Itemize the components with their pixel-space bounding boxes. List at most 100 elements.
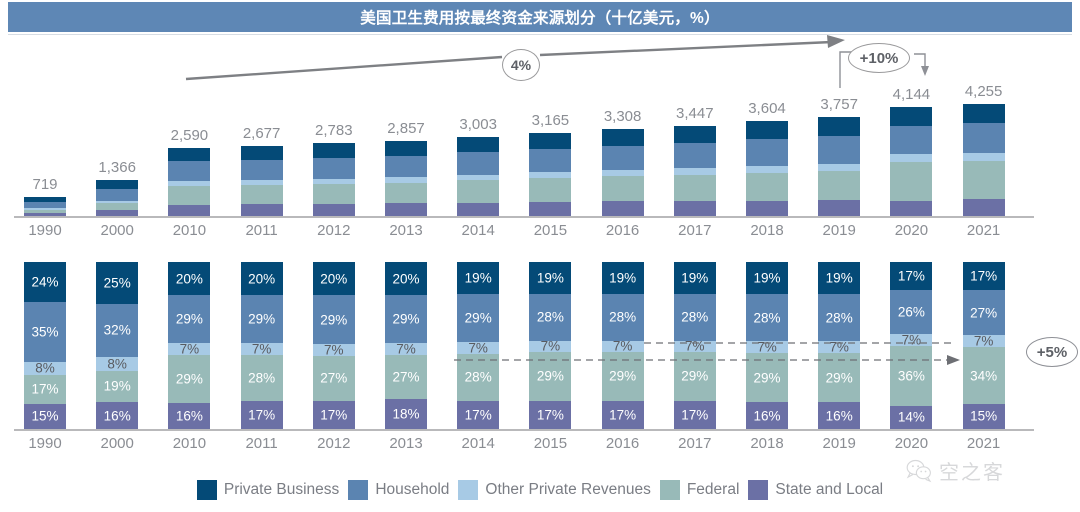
legend-item-private-business[interactable]: Private Business	[196, 480, 339, 500]
bar-segment-federal	[24, 209, 66, 214]
bar-segment-state-and-local: 16%	[746, 402, 788, 429]
segment-value-label: 7%	[973, 333, 994, 349]
stacked-bar-absolute: 2,677	[240, 125, 283, 216]
bar-segment-household	[818, 136, 861, 164]
bar-segment-state-and-local	[673, 200, 716, 217]
page-title: 美国卫生费用按最终资金来源划分（十亿美元，%）	[360, 10, 720, 27]
segment-value-label: 19%	[681, 270, 709, 286]
year-tick-label: 2014	[461, 435, 495, 452]
segment-value-label: 28%	[609, 309, 637, 325]
year-tick-label: 2017	[678, 435, 712, 452]
bar-segment-federal: 29%	[746, 353, 788, 403]
bar-segment-other-private-revenues	[529, 172, 572, 178]
stacked-bar-absolute: 2,857	[385, 120, 427, 216]
bar-total-label: 2,677	[242, 125, 281, 142]
bar-segment-private-business: 20%	[312, 262, 355, 296]
bar-segment-state-and-local: 14%	[890, 405, 933, 429]
segment-value-label: 29%	[175, 370, 203, 386]
stacked-bar-absolute: 3,447	[673, 105, 716, 217]
segment-value-label: 17%	[320, 407, 348, 423]
segment-value-label: 28%	[464, 369, 492, 385]
bar-total-label: 3,003	[459, 116, 497, 133]
bar-segment-other-private-revenues	[312, 178, 355, 184]
bar-segment-federal: 27%	[312, 355, 355, 401]
legend-item-federal[interactable]: Federal	[659, 480, 739, 500]
bar-segment-household	[24, 201, 66, 209]
segment-value-label: 28%	[753, 309, 781, 325]
legend-item-state-local[interactable]: State and Local	[748, 480, 883, 500]
top-axis-line	[14, 216, 1034, 218]
segment-value-label: 8%	[107, 356, 127, 372]
bar-segment-household	[601, 145, 644, 170]
stacked-bar-share: 20% 29% 7% 28% 17%	[240, 262, 283, 429]
segment-value-label: 7%	[324, 341, 344, 357]
year-tick-label: 2019	[822, 222, 856, 239]
bar-segment-other-private-revenues: 7%	[601, 340, 644, 353]
bar-segment-other-private-revenues	[24, 208, 66, 210]
legend-swatch-icon	[748, 480, 769, 500]
segment-value-label: 24%	[31, 274, 59, 290]
bar-segment-federal	[457, 180, 500, 203]
year-tick-label: 2018	[750, 435, 784, 452]
year-tick-label: 2020	[894, 435, 929, 452]
chart-legend: Private Business Household Other Private R…	[0, 476, 1080, 504]
segment-value-label: 28%	[825, 309, 853, 325]
bar-segment-state-and-local	[962, 199, 1005, 217]
bar-segment-federal	[818, 171, 861, 201]
bar-segment-private-business: 19%	[529, 262, 572, 294]
segment-value-label: 16%	[175, 408, 203, 424]
stacked-bar-share: 20% 29% 7% 27% 17%	[312, 262, 355, 430]
segment-value-label: 15%	[31, 408, 59, 424]
bar-segment-private-business: 19%	[601, 262, 644, 294]
bar-segment-state-and-local: 17%	[673, 400, 716, 430]
bar-total-label: 2,590	[170, 127, 209, 144]
bar-segment-state-and-local: 16%	[818, 402, 861, 429]
bar-segment-federal: 28%	[457, 353, 500, 401]
bar-segment-household: 35%	[24, 302, 66, 362]
bar-segment-federal	[96, 203, 139, 211]
bar-segment-household: 29%	[457, 293, 500, 343]
stacked-bar-share: 19% 28% 7% 29% 16%	[746, 262, 788, 429]
stacked-bar-share: 20% 29% 7% 29% 16%	[168, 262, 211, 429]
segment-value-label: 20%	[320, 270, 348, 286]
bar-total-label: 4,144	[892, 86, 931, 103]
bar-segment-other-private-revenues	[890, 153, 933, 162]
bar-segment-household: 27%	[962, 290, 1005, 336]
bar-segment-federal	[240, 184, 283, 205]
bar-segment-household: 28%	[673, 293, 716, 341]
stacked-bar-share: 20% 29% 7% 27% 18%	[385, 262, 427, 429]
segment-value-label: 29%	[681, 368, 709, 384]
segment-value-label: 15%	[970, 408, 998, 424]
segment-value-label: 17%	[970, 268, 998, 284]
segment-value-label: 7%	[540, 338, 561, 354]
top-year-axis: 1990 2000 2010 2011 2012 2013 2014 2015 2016 2017…	[0, 222, 1080, 246]
jump-bracket	[839, 51, 929, 88]
bottom-axis-line	[14, 429, 1034, 431]
bar-segment-state-and-local: 18%	[385, 399, 427, 429]
year-tick-label: 2010	[172, 435, 207, 452]
jump-badge: +10%	[848, 43, 910, 73]
legend-item-household[interactable]: Household	[348, 480, 449, 500]
bar-segment-household	[962, 123, 1005, 154]
bar-segment-household	[457, 152, 500, 175]
bar-segment-state-and-local: 17%	[457, 400, 500, 430]
segment-value-label: 27%	[392, 369, 420, 385]
bar-segment-federal: 17%	[24, 375, 66, 404]
stacked-bar-absolute: 1,366	[96, 159, 139, 216]
bar-segment-private-business: 19%	[746, 262, 788, 295]
bar-segment-other-private-revenues: 7%	[385, 342, 427, 355]
bar-segment-state-and-local	[240, 204, 283, 216]
bar-segment-federal: 29%	[168, 354, 211, 403]
segment-value-label: 17%	[609, 407, 637, 423]
segment-value-label: 7%	[251, 341, 272, 357]
year-tick-label: 2014	[461, 222, 495, 239]
bar-segment-household	[385, 155, 427, 178]
year-tick-label: 2021	[966, 222, 1001, 239]
bar-segment-other-private-revenues	[96, 200, 139, 204]
segment-value-label: 19%	[609, 270, 637, 286]
segment-value-label: 29%	[392, 311, 420, 327]
bar-segment-other-private-revenues	[385, 177, 427, 183]
bar-segment-federal: 19%	[96, 370, 139, 403]
segment-value-label: 20%	[175, 270, 203, 286]
legend-item-other-private[interactable]: Other Private Revenues	[458, 480, 651, 500]
